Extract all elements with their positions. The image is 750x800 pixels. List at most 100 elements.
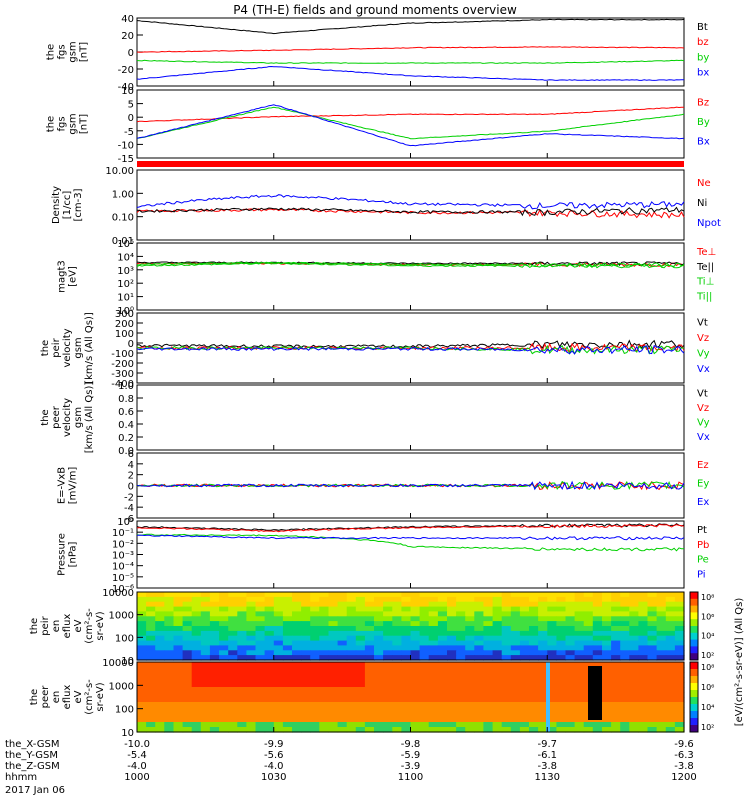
spectrogram-cell [164, 692, 174, 698]
spectrogram-cell [282, 662, 293, 668]
spectrogram-cell [574, 655, 585, 661]
spectrogram-cell [146, 596, 156, 603]
spectrogram-cell [164, 667, 174, 673]
spectrogram-cell [337, 621, 348, 627]
spectrogram-cell [519, 611, 530, 617]
x-tick-value: 1030 [261, 772, 286, 783]
spectrogram-cell [492, 621, 503, 627]
spectrogram-cell [419, 712, 430, 718]
spectrogram-cell [228, 635, 238, 642]
spectrogram-cell [191, 645, 202, 651]
spectrogram-cell [492, 722, 503, 728]
spectrogram-cell [146, 707, 156, 713]
spectrogram-cell [556, 672, 567, 678]
spectrogram-cell [419, 682, 430, 688]
y-tick-label: 0.10 [112, 213, 134, 224]
spectrogram-cell [437, 682, 448, 688]
spectrogram-cell [656, 611, 667, 617]
data-gap-block [588, 666, 602, 720]
x-tick-value: 1130 [535, 772, 560, 783]
spectrogram-cell [611, 727, 621, 733]
spectrogram-cell [501, 635, 512, 642]
spectrogram-cell [447, 672, 457, 678]
spectrogram-cell [583, 727, 594, 733]
spectrogram-cell [164, 722, 174, 728]
panel-pressure: 10⁰10⁻¹10⁻²10⁻³10⁻⁴10⁻⁵10⁻⁶Pressure[nPa]… [57, 517, 710, 595]
spectrogram-cell [410, 672, 421, 678]
spectrogram-cell [164, 606, 174, 613]
spectrogram-cell [456, 702, 466, 708]
spectrogram-cell [428, 667, 439, 673]
spectrogram-cell [437, 667, 448, 673]
spectrogram-cell [200, 606, 211, 613]
spectrogram-cell [137, 707, 147, 713]
spectrogram-cell [364, 645, 375, 651]
spectrogram-cell [647, 672, 658, 678]
spectrogram-cell [620, 722, 630, 728]
y-tick-label: 1.00 [112, 189, 134, 200]
spectrogram-cell [419, 677, 430, 683]
spectrogram-cell [346, 712, 357, 718]
quality-flag-bar [137, 161, 684, 167]
spectrogram-cell [392, 712, 402, 718]
spectrogram-cell [638, 606, 649, 613]
spectrogram-cell [228, 601, 238, 608]
spectrogram-cell [456, 616, 466, 622]
spectrogram-cell [219, 616, 229, 622]
y-axis-label: thefgsgsm[nT] [46, 113, 90, 134]
spectrogram-cell [310, 650, 320, 656]
panel-frame [136, 384, 685, 451]
x-tick-value: 1100 [398, 772, 423, 783]
spectrogram-cell [437, 692, 448, 698]
spectrogram-cell [447, 717, 457, 723]
spectrogram-cell [665, 677, 676, 683]
spectrogram-cell [629, 645, 639, 651]
spectrogram-cell [410, 727, 421, 733]
y-tick-label: 10 [121, 728, 134, 739]
y-axis-label-line: [cm-3] [73, 188, 84, 221]
y-axis-label-line: [km/s (All Qs)] [84, 382, 95, 454]
y-axis-label-line: [km/s (All Qs)] [84, 312, 95, 384]
spectrogram-cell [191, 626, 202, 632]
spectrogram-cell [592, 596, 603, 603]
spectrogram-cell [638, 697, 649, 703]
spectrogram-cell [328, 677, 339, 683]
spectrogram-cell [538, 635, 548, 642]
spectrogram-cell [656, 702, 667, 708]
spectrogram-cell [200, 722, 211, 728]
spectrogram-cell [674, 677, 685, 683]
spectrogram-cell [492, 626, 503, 632]
spectrogram-cell [510, 662, 521, 668]
spectrogram-cell [629, 650, 639, 656]
spectrogram-cell [237, 692, 247, 698]
spectrogram-cell [228, 650, 238, 656]
spectrogram-cell [164, 677, 174, 683]
spectrogram-cell [219, 717, 229, 723]
spectrogram-cell [191, 697, 202, 703]
spectrogram-cell [246, 697, 257, 703]
spectrogram-cell [200, 596, 211, 603]
spectrogram-cell [346, 635, 357, 642]
spectrogram-cell [620, 677, 630, 683]
spectrogram-cell [374, 667, 384, 673]
spectrogram-cell [209, 677, 220, 683]
colorbar-segment [690, 626, 698, 634]
spectrogram-cell [519, 626, 530, 632]
spectrogram-cell [519, 592, 530, 598]
spectrogram-cell [647, 596, 658, 603]
spectrogram-cell [556, 655, 567, 661]
spectrogram-cell [273, 667, 284, 673]
spectrogram-cell [629, 621, 639, 627]
spectrogram-cell [374, 692, 384, 698]
y-axis-label: E=-VxB[mV/m] [57, 467, 79, 505]
spectrogram-cell [665, 687, 676, 693]
spectrogram-cell [547, 645, 557, 651]
y-axis-label-line: eflux [62, 685, 73, 710]
spectrogram-cell [264, 672, 275, 678]
spectrogram-cell [592, 655, 603, 661]
spectrogram-cell [620, 635, 630, 642]
spectrogram-cell [592, 616, 603, 622]
spectrogram-cell [620, 616, 630, 622]
spectrogram-cell [492, 687, 503, 693]
spectrogram-cell [273, 702, 284, 708]
